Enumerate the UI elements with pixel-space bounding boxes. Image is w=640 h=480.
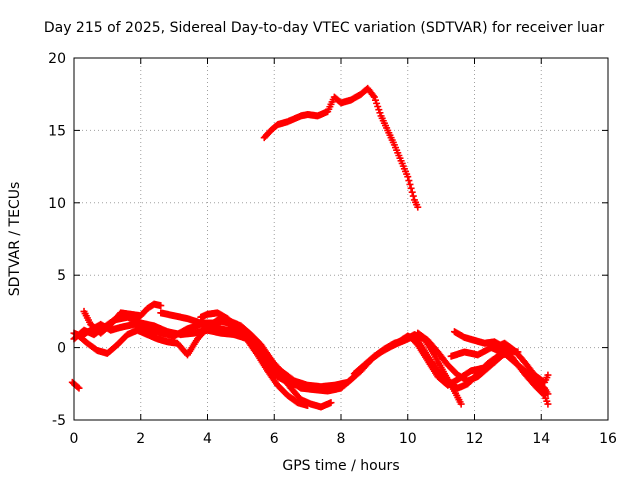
- x-tick-label: 0: [70, 431, 79, 447]
- x-tick-label: 6: [270, 431, 279, 447]
- x-tick-label: 16: [599, 431, 617, 447]
- x-tick-label: 8: [337, 431, 346, 447]
- y-tick-label: 5: [57, 268, 66, 284]
- data-point: [544, 400, 552, 408]
- data-point: [414, 203, 422, 211]
- data-point: [294, 381, 302, 389]
- data-point: [370, 93, 378, 101]
- data-point: [75, 384, 83, 392]
- series-arc-08: [197, 309, 312, 410]
- data-point: [404, 173, 412, 181]
- series-arc-10: [414, 329, 522, 385]
- x-tick-label: 14: [532, 431, 550, 447]
- y-tick-label: 15: [48, 123, 66, 139]
- y-tick-label: 20: [48, 51, 66, 67]
- data-point: [457, 400, 465, 408]
- data-point: [406, 180, 414, 188]
- data-layer: [68, 84, 552, 411]
- series-arc-13: [491, 339, 552, 386]
- data-point: [74, 383, 82, 391]
- data-point: [327, 399, 335, 407]
- data-point: [407, 184, 415, 192]
- x-tick-label: 12: [466, 431, 484, 447]
- data-point: [409, 192, 417, 200]
- y-tick-label: 10: [48, 196, 66, 212]
- data-point: [544, 371, 552, 379]
- x-tick-label: 4: [203, 431, 212, 447]
- series-arc-05: [80, 300, 165, 337]
- grid: [74, 58, 608, 420]
- data-point: [544, 390, 552, 398]
- data-point: [373, 99, 381, 107]
- data-point: [376, 109, 384, 117]
- x-tick-label: 10: [399, 431, 417, 447]
- data-point: [371, 96, 379, 104]
- data-point: [405, 177, 413, 185]
- data-point: [369, 92, 377, 100]
- x-axis-label: GPS time / hours: [282, 458, 399, 474]
- series-arc-01: [68, 378, 83, 392]
- data-point: [375, 106, 383, 114]
- y-axis-label: SDTVAR / TECUs: [7, 182, 23, 297]
- y-tick-label: 0: [57, 341, 66, 357]
- series-arc-11: [450, 328, 552, 408]
- y-tick-label: -5: [52, 413, 66, 429]
- data-point: [408, 188, 416, 196]
- data-point: [374, 103, 382, 111]
- chart-title: Day 215 of 2025, Sidereal Day-to-day VTE…: [44, 20, 605, 36]
- data-point: [304, 402, 312, 410]
- x-tick-label: 2: [136, 431, 145, 447]
- series-arc-02: [260, 84, 422, 211]
- data-point: [157, 302, 165, 310]
- series-arc-07: [157, 309, 335, 411]
